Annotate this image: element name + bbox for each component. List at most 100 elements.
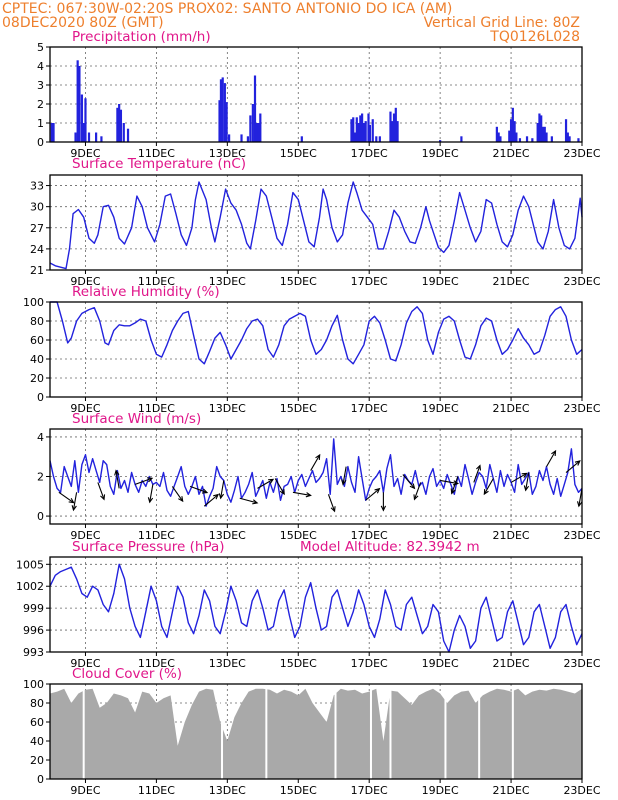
surface-temperature-xtick-label-2: 13DEC — [209, 275, 246, 288]
surface-wind-arrow-shaft-4 — [134, 477, 153, 485]
surface-temperature-xtick-label-4: 17DEC — [351, 275, 388, 288]
precipitation-bar-67 — [543, 126, 546, 142]
surface-wind-arrow-head-15 — [330, 506, 336, 513]
surface-wind-arrow-head-11 — [268, 478, 275, 484]
surface-wind-arrow-shaft-0 — [58, 491, 74, 504]
cloud-cover-ytick-label-2: 40 — [30, 735, 44, 748]
surface-wind-xtick-label-0: 9DEC — [70, 529, 100, 542]
precipitation-bar-60 — [518, 138, 522, 142]
model-altitude-annotation: Model Altitude: 82.3942 m — [300, 539, 480, 555]
precipitation-bar-47 — [392, 113, 396, 142]
surface-wind-arrow-head-17 — [374, 487, 381, 494]
surface-wind-arrow-22 — [450, 476, 459, 495]
surface-wind-arrow-7 — [189, 485, 209, 494]
surface-wind-arrow-head-16 — [341, 479, 347, 486]
surface-wind-arrow-head-7 — [201, 488, 209, 494]
surface-pressure-ytick-label-3: 1002 — [16, 580, 44, 593]
precipitation-bar-53 — [497, 132, 500, 142]
surface-temperature-ytick-label-3: 30 — [30, 201, 44, 214]
cloud-cover-gap-4 — [369, 684, 372, 779]
precipitation-bar-73 — [577, 138, 580, 142]
surface-wind-arrow-26 — [523, 472, 530, 492]
relative-humidity-ytick-label-2: 40 — [30, 353, 44, 366]
surface-wind-arrow-head-23 — [476, 464, 482, 471]
relative-humidity-xtick-label-2: 13DEC — [209, 402, 246, 415]
relative-humidity-line — [50, 301, 583, 365]
precipitation-bar-28 — [257, 123, 260, 142]
relative-humidity-ytick-label-0: 0 — [37, 391, 44, 404]
surface-wind-arrow-head-29 — [576, 501, 583, 508]
precipitation-bar-70 — [564, 119, 568, 142]
precipitation-bar-1 — [52, 123, 55, 142]
precipitation-xtick-label-5: 19DEC — [422, 147, 459, 160]
surface-wind-xtick-label-2: 13DEC — [209, 529, 246, 542]
precipitation-bar-65 — [540, 115, 543, 142]
surface-wind-arrow-head-19 — [409, 483, 416, 490]
surface-wind-arrow-head-25 — [521, 472, 528, 478]
precipitation-ytick-label-1: 1 — [37, 117, 44, 130]
surface-wind-arrow-shaft-22 — [451, 476, 459, 494]
precipitation-bar-2 — [74, 132, 77, 142]
precipitation-bar-51 — [460, 136, 463, 142]
precipitation-bar-63 — [536, 123, 539, 142]
surface-wind-arrow-27 — [546, 449, 557, 467]
surface-wind-panel: Surface Wind (m/s) 0 2 4 9DEC 11DEC 13DEC 15DE… — [37, 411, 601, 542]
surface-wind-arrow-0 — [58, 491, 75, 504]
precipitation-title: Precipitation (mm/h) — [72, 29, 211, 45]
precipitation-bar-69 — [550, 136, 553, 142]
cloud-cover-gap-0 — [82, 684, 85, 779]
precipitation-bar-33 — [353, 132, 357, 142]
precipitation-bar-0 — [50, 123, 53, 142]
surface-wind-arrow-shaft-20 — [413, 482, 422, 500]
surface-wind-ytick-label-2: 4 — [37, 431, 44, 444]
surface-wind-xtick-label-5: 19DEC — [422, 529, 459, 542]
precipitation-ytick-label-0: 0 — [37, 136, 44, 149]
precipitation-bar-13 — [119, 109, 123, 142]
precipitation-bar-8 — [87, 132, 91, 142]
surface-wind-arrow-head-12 — [279, 489, 285, 496]
relative-humidity-panel: Relative Humidity (%) 0 20 40 60 80 100 9DEC 11… — [23, 284, 601, 415]
surface-pressure-ytick-label-0: 993 — [23, 646, 44, 659]
relative-humidity-ytick-label-4: 80 — [30, 315, 44, 328]
surface-wind-arrow-19 — [402, 474, 416, 490]
surface-wind-arrow-12 — [274, 478, 285, 496]
surface-wind-arrow-head-26 — [523, 485, 530, 492]
surface-wind-arrow-head-6 — [178, 496, 184, 503]
cloud-cover-panel: Cloud Cover (%) 0 20 40 60 80 100 9DEC 11DEC 13D… — [23, 666, 601, 797]
precipitation-bar-72 — [568, 136, 571, 142]
surface-wind-arrow-shaft-14 — [310, 454, 321, 471]
surface-pressure-xtick-label-2: 13DEC — [209, 657, 246, 670]
precipitation-bar-39 — [364, 121, 367, 142]
surface-wind-arrow-head-13 — [305, 492, 312, 498]
precipitation-bar-59 — [515, 132, 518, 142]
cloud-cover-gap-1 — [221, 684, 224, 779]
surface-wind-arrow-shaft-7 — [189, 485, 208, 494]
relative-humidity-title: Relative Humidity (%) — [72, 284, 220, 300]
relative-humidity-xtick-label-1: 11DEC — [138, 402, 175, 415]
precipitation-bar-57 — [511, 107, 514, 142]
surface-wind-arrow-13 — [292, 491, 312, 498]
precipitation-xtick-label-7: 23DEC — [563, 147, 600, 160]
surface-wind-arrow-shaft-24 — [483, 478, 494, 495]
cloud-cover-gap-3 — [334, 684, 337, 779]
cloud-cover-xtick-label-3: 15DEC — [280, 784, 317, 797]
surface-wind-arrow-head-4 — [147, 477, 154, 483]
precipitation-bar-20 — [225, 102, 228, 142]
cloud-cover-gap-6 — [444, 684, 447, 779]
precipitation-xtick-label-3: 15DEC — [280, 147, 317, 160]
precipitation-bar-42 — [371, 119, 374, 142]
precipitation-bar-24 — [249, 115, 252, 142]
surface-temperature-xtick-label-5: 19DEC — [422, 275, 459, 288]
relative-humidity-ytick-label-5: 100 — [23, 296, 44, 309]
surface-wind-arrow-head-10 — [252, 499, 259, 505]
surface-wind-arrow-shaft-13 — [292, 491, 311, 497]
precipitation-bar-21 — [228, 134, 231, 142]
surface-pressure-xtick-label-3: 15DEC — [280, 657, 317, 670]
surface-wind-xtick-label-7: 23DEC — [563, 529, 600, 542]
precipitation-bar-4 — [78, 66, 81, 142]
surface-pressure-title: Surface Pressure (hPa) — [72, 539, 225, 555]
precipitation-bar-25 — [251, 104, 254, 142]
surface-temperature-title: Surface Temperature (nC) — [72, 156, 246, 172]
relative-humidity-frame — [49, 301, 583, 398]
precipitation-ytick-label-2: 2 — [37, 98, 44, 111]
